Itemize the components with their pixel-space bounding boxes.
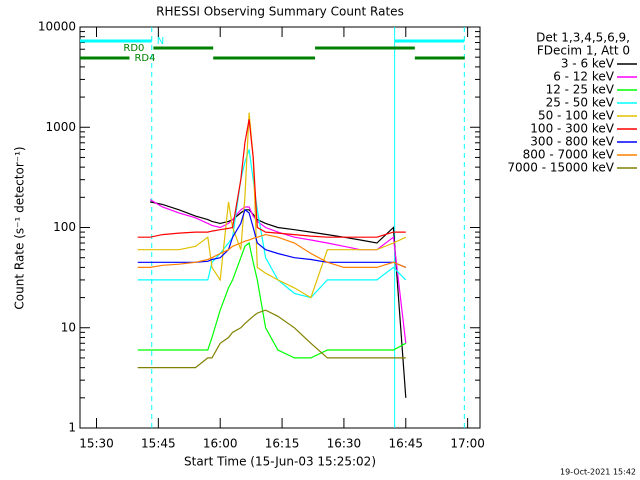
flag-label: RD4	[134, 53, 155, 64]
flag-label: RD0	[123, 43, 144, 54]
x-tick-label: 16:45	[388, 437, 423, 451]
legend-label: 3 - 6 keV	[561, 57, 615, 71]
x-tick-label: 17:00	[450, 437, 485, 451]
series-line	[149, 201, 407, 398]
legend-label: 300 - 800 keV	[530, 135, 614, 149]
y-axis-label: Count Rate (s⁻¹ detector⁻¹)	[13, 146, 27, 309]
legend-label: 6 - 12 keV	[553, 70, 615, 84]
x-tick-label: 16:15	[265, 437, 300, 451]
legend-label: 50 - 100 keV	[538, 109, 615, 123]
footer: 19-Oct-2021 15:42	[560, 468, 636, 477]
series-line	[137, 112, 407, 299]
legend-label: 100 - 300 keV	[530, 122, 614, 136]
y-tick-label: 1	[68, 421, 76, 435]
flag-label: N	[157, 36, 164, 47]
x-tick-label: 16:00	[203, 437, 238, 451]
legend-title: Det 1,3,4,5,6,9,	[536, 31, 630, 45]
x-tick-label: 15:30	[79, 437, 114, 451]
series-line	[137, 233, 407, 268]
y-tick-label: 10	[61, 320, 76, 334]
x-axis-label: Start Time (15-Jun-03 15:25:02)	[184, 455, 376, 469]
series-line	[137, 241, 407, 359]
legend-title: FDecim 1, Att 0	[537, 44, 630, 58]
series-line	[149, 199, 407, 344]
chart-title: RHESSI Observing Summary Count Rates	[156, 5, 404, 19]
legend-label: 7000 - 15000 keV	[507, 161, 614, 175]
y-tick-label: 1000	[45, 120, 76, 134]
x-tick-label: 16:30	[327, 437, 362, 451]
legend-label: 12 - 25 keV	[546, 83, 615, 97]
series-line	[137, 208, 407, 268]
y-tick-label: 10000	[38, 20, 76, 34]
legend-label: 25 - 50 keV	[546, 96, 615, 110]
series-line	[137, 309, 406, 369]
series-line	[137, 119, 406, 238]
series-line	[137, 149, 407, 299]
legend-label: 800 - 7000 keV	[523, 148, 615, 162]
y-tick-label: 100	[53, 220, 76, 234]
x-tick-label: 15:45	[141, 437, 176, 451]
